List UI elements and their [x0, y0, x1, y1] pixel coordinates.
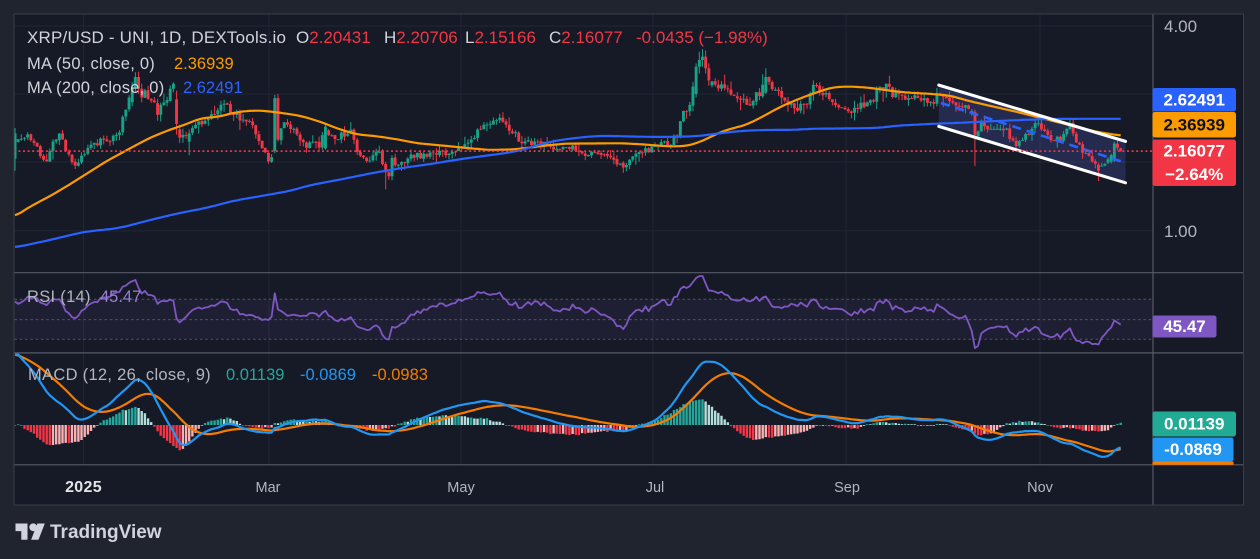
- svg-text:4.00: 4.00: [1164, 17, 1197, 36]
- svg-text:-0.0869: -0.0869: [300, 366, 356, 384]
- svg-text:-0.0869: -0.0869: [1164, 440, 1222, 459]
- svg-text:O2.20431: O2.20431: [296, 28, 371, 47]
- svg-text:L2.15166: L2.15166: [465, 28, 536, 47]
- svg-text:Mar: Mar: [256, 480, 281, 496]
- svg-text:H2.20706: H2.20706: [384, 28, 458, 47]
- svg-text:Nov: Nov: [1027, 480, 1054, 496]
- svg-text:1.00: 1.00: [1164, 222, 1197, 241]
- svg-text:2025: 2025: [65, 479, 102, 496]
- svg-text:−2.64%: −2.64%: [1165, 165, 1223, 184]
- svg-text:Jul: Jul: [646, 480, 665, 496]
- svg-text:0.01139: 0.01139: [1164, 415, 1225, 434]
- svg-text:-0.0983: -0.0983: [372, 366, 428, 384]
- svg-text:RSI (14): RSI (14): [27, 288, 91, 306]
- svg-text:2.62491: 2.62491: [1163, 90, 1224, 109]
- svg-text:2.36939: 2.36939: [174, 55, 234, 73]
- svg-text:Sep: Sep: [834, 480, 860, 496]
- svg-text:MACD (12, 26, close, 9): MACD (12, 26, close, 9): [28, 366, 211, 384]
- svg-text:MA (50, close, 0): MA (50, close, 0): [27, 55, 155, 73]
- svg-text:May: May: [447, 480, 475, 496]
- svg-text:2.62491: 2.62491: [183, 79, 243, 97]
- svg-text:0.01139: 0.01139: [226, 366, 284, 384]
- svg-text:45.47: 45.47: [1163, 317, 1206, 336]
- svg-text:45.47: 45.47: [100, 288, 141, 306]
- svg-text:XRP/USD - UNI, 1D, DEXTools.io: XRP/USD - UNI, 1D, DEXTools.io: [27, 28, 286, 47]
- svg-text:2.16077: 2.16077: [1163, 142, 1224, 161]
- svg-text:2.36939: 2.36939: [1163, 115, 1224, 134]
- svg-text:-0.0435 (−1.98%): -0.0435 (−1.98%): [636, 28, 768, 47]
- svg-text:C2.16077: C2.16077: [549, 28, 623, 47]
- svg-text:MA (200, close, 0): MA (200, close, 0): [27, 79, 164, 97]
- svg-text:TradingView: TradingView: [50, 522, 162, 543]
